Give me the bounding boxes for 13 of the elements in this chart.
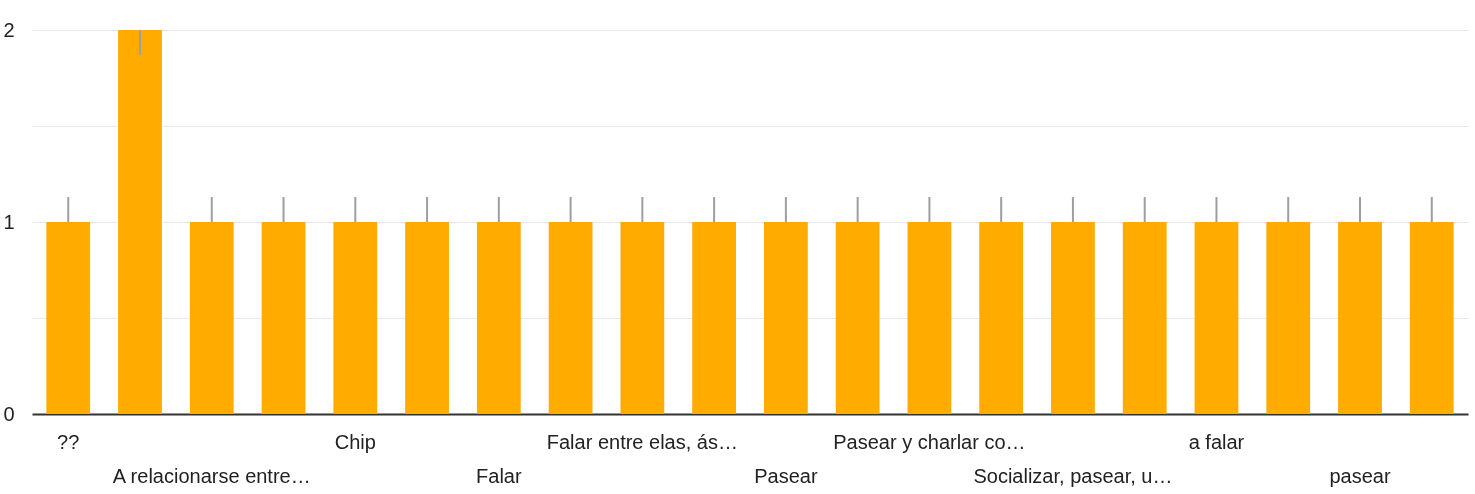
x-tick-label: ?? xyxy=(57,430,80,453)
x-tick-label: pasear xyxy=(1329,464,1391,487)
x-tick-label: a falar xyxy=(1188,430,1245,453)
y-tick-label: 0 xyxy=(3,402,15,425)
x-tick-label: A relacionarse entre… xyxy=(112,464,311,487)
x-tick-label: Pasear y charlar co… xyxy=(833,430,1026,453)
x-tick-label: Falar entre elas, ás… xyxy=(546,430,738,453)
x-tick-label: Socializar, pasear, u… xyxy=(973,464,1173,487)
x-tick-label: Pasear xyxy=(754,464,818,487)
y-tick-label: 1 xyxy=(3,210,15,233)
x-tick-label: Falar xyxy=(476,464,522,487)
y-tick-label: 2 xyxy=(3,18,15,41)
x-tick-label: Chip xyxy=(334,430,376,453)
